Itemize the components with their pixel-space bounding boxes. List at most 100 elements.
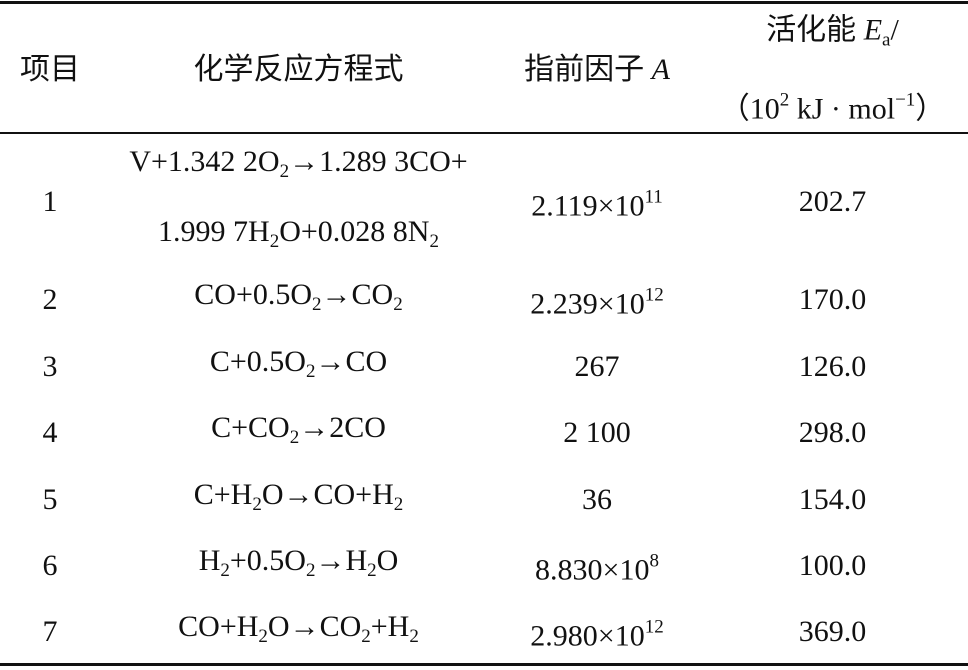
equation-cell: V+1.342 2O2→1.289 3CO+ 1.999 7H2O+0.028 8… [100,132,497,272]
text-line: 100.0 [697,536,968,596]
text-run: 项目 [20,53,80,86]
text-run: 指前因子 [524,53,652,86]
text-run: kJ · mol [789,92,896,126]
factor-cell: 指前因子 A [497,40,697,100]
text-run: C+CO [211,411,290,444]
text-run: O [376,544,399,577]
energy-cell: 154.0 [697,470,968,530]
text-run: 2 [305,361,316,382]
text-run: C+H [193,478,253,511]
text-line: 170.0 [697,270,968,330]
text-run: 2 [258,626,268,647]
factor-cell: 36 [497,470,697,530]
text-run: −1 [895,89,916,111]
energy-cell: 100.0 [697,536,968,596]
top-rule [0,1,968,4]
equation-cell: CO+H2O→CO2+H2 [100,597,497,667]
equation-cell: C+CO2→2CO [100,398,497,468]
text-line: 2.980×1012 [497,598,697,667]
text-run: O+0.028 8N [279,215,430,248]
text-run: / [890,13,899,47]
text-run: 170.0 [798,283,867,316]
text-line: 154.0 [697,470,968,530]
text-line: 1.999 7H2O+0.028 8N2 [100,202,497,272]
equation-cell: C+0.5O2→CO [100,332,497,402]
text-run: 267 [574,350,620,383]
text-run: 1.999 7H [158,215,270,248]
text-line: C+0.5O2→CO [100,332,497,402]
energy-cell: 298.0 [697,403,968,463]
text-line: 项目 [0,40,100,100]
text-line: 2 [0,270,100,330]
text-line: 4 [0,403,100,463]
text-line: 202.7 [697,172,968,232]
text-run: 2.119×10 [531,189,645,223]
text-line: 36 [497,470,697,530]
text-run: V+1.342 2O [129,145,280,178]
text-line: V+1.342 2O2→1.289 3CO+ [100,132,497,202]
text-run: →2CO [299,411,386,444]
text-line: 5 [0,470,100,530]
text-run: 2 [393,294,403,315]
text-run: →CO [321,278,394,311]
text-line: H2+0.5O2→H2O [100,531,497,601]
item-cell: 4 [0,403,100,463]
text-run: →H [315,544,368,577]
text-run: （10 [719,92,780,126]
text-run: 7 [42,615,58,648]
text-run: 活化能 [766,13,864,47]
text-run: A [651,53,670,86]
text-run: 2 [305,560,316,581]
item-cell: 3 [0,337,100,397]
text-run: 3 [42,350,58,383]
text-run: 2 [312,294,322,315]
energy-cell: 170.0 [697,270,968,330]
text-run: 2 [361,626,371,647]
energy-cell: 369.0 [697,602,968,662]
text-line: （102 kJ · mol−1） [697,71,968,140]
equation-cell: CO+0.5O2→CO2 [100,265,497,335]
text-run: +0.5O [229,544,306,577]
text-run: →CO [315,345,388,378]
text-line: 298.0 [697,403,968,463]
equation-cell: C+H2O→CO+H2 [100,465,497,535]
text-line: 7 [0,602,100,662]
text-run: 202.7 [798,185,867,218]
text-run: O→CO+H [261,478,394,511]
text-line: 267 [497,337,697,397]
energy-cell: 126.0 [697,337,968,397]
text-run: 2 [393,494,404,515]
factor-cell: 2.119×1011 [497,168,697,237]
text-line: C+CO2→2CO [100,398,497,468]
text-run: 12 [644,284,664,306]
text-run: 2 [409,626,419,647]
text-line: 369.0 [697,602,968,662]
item-cell: 6 [0,536,100,596]
text-line: 6 [0,536,100,596]
text-run: →1.289 3CO+ [289,145,468,178]
bottom-rule [0,663,968,666]
text-line: 2 100 [497,403,697,463]
text-run: 154.0 [798,483,867,516]
text-line: 2.119×1011 [497,168,697,237]
text-line: CO+H2O→CO2+H2 [100,597,497,667]
text-run: C+0.5O [209,345,306,378]
text-run: 2 [269,231,280,252]
text-run: 2.980×10 [530,619,645,653]
text-line: 8.830×108 [497,532,697,601]
item-cell: 1 [0,172,100,232]
text-run: a [882,29,891,51]
text-run: 2 [252,494,262,515]
text-run: 11 [644,186,663,208]
text-line: 活化能 Ea/ [697,1,968,71]
text-run: ） [915,92,946,126]
text-line: 126.0 [697,337,968,397]
text-line: 3 [0,337,100,397]
text-run: 2.239×10 [530,287,645,321]
energy-cell: 202.7 [697,172,968,232]
item-cell: 2 [0,270,100,330]
item-cell: 7 [0,602,100,662]
equation-cell: H2+0.5O2→H2O [100,531,497,601]
text-run: 100.0 [798,549,867,582]
